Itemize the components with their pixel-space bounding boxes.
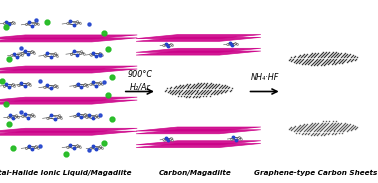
Text: Metal-Halide Ionic Liquid/Magadiite: Metal-Halide Ionic Liquid/Magadiite (0, 170, 131, 176)
Polygon shape (0, 100, 137, 104)
Polygon shape (0, 66, 137, 70)
Polygon shape (0, 128, 137, 132)
Polygon shape (136, 143, 261, 147)
Polygon shape (136, 130, 261, 134)
Text: NH₄·HF: NH₄·HF (250, 73, 279, 82)
Polygon shape (136, 127, 261, 131)
Text: H₂/Ar: H₂/Ar (130, 83, 150, 92)
Polygon shape (136, 35, 261, 39)
Text: 900°C: 900°C (127, 70, 152, 79)
Polygon shape (0, 35, 137, 39)
Polygon shape (0, 38, 137, 42)
Polygon shape (136, 51, 261, 55)
Polygon shape (0, 97, 137, 101)
Polygon shape (0, 69, 137, 73)
Text: Graphene-type Carbon Sheets: Graphene-type Carbon Sheets (254, 170, 377, 176)
Text: Carbon/Magadiite: Carbon/Magadiite (158, 170, 231, 176)
Polygon shape (0, 131, 137, 135)
Polygon shape (136, 141, 261, 145)
Polygon shape (136, 48, 261, 52)
Polygon shape (136, 37, 261, 41)
